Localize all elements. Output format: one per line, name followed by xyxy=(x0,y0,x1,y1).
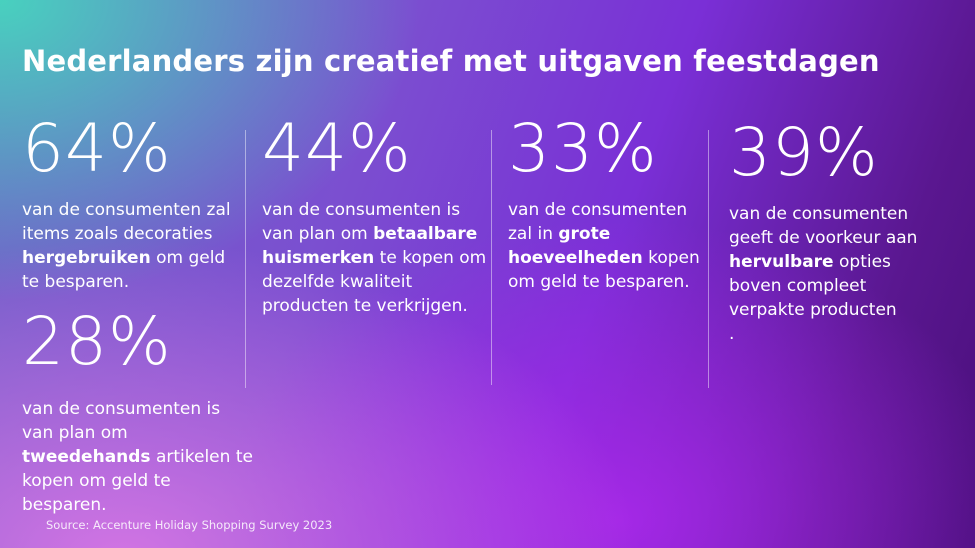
stat-description: van de consumenten zal items zoals decor… xyxy=(22,200,231,292)
stat-block-33: 33% van de consumenten zal in grote hoev… xyxy=(508,116,700,294)
stat-value: 28% xyxy=(22,303,172,380)
stat-value: 33% xyxy=(508,110,658,187)
stat-value: 39% xyxy=(729,114,879,191)
stat-block-39: 39% van de consumenten geeft de voorkeur… xyxy=(729,120,929,346)
stat-block-64: 64% van de consumenten zal items zoals d… xyxy=(22,116,247,294)
column-divider xyxy=(491,130,492,385)
page-title: Nederlanders zijn creatief met uitgaven … xyxy=(22,44,880,78)
stat-description: van de consumenten zal in grote hoeveelh… xyxy=(508,200,700,292)
stat-description: van de consumenten is van plan om betaal… xyxy=(262,200,487,316)
stat-block-28: 28% van de consumenten is van plan om tw… xyxy=(22,309,254,517)
stat-description: van de consumenten is van plan om tweede… xyxy=(22,399,253,515)
stat-description: van de consumenten geeft de voorkeur aan… xyxy=(729,204,918,344)
stat-value: 44% xyxy=(262,110,412,187)
column-divider xyxy=(245,130,246,388)
stat-block-44: 44% van de consumenten is van plan om be… xyxy=(262,116,487,318)
stat-value: 64% xyxy=(22,110,172,187)
column-divider xyxy=(708,130,709,388)
source-note: Source: Accenture Holiday Shopping Surve… xyxy=(46,518,333,532)
